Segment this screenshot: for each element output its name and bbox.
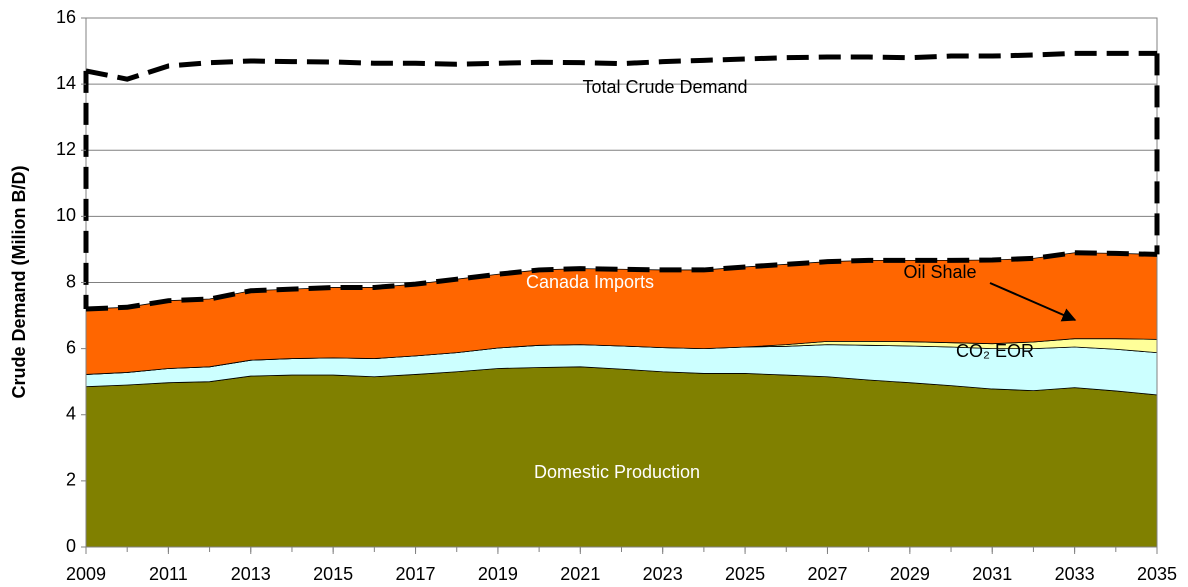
y-tick-label: 2 — [66, 470, 76, 490]
y-tick-label: 8 — [66, 271, 76, 291]
series-label: Domestic Production — [534, 462, 700, 482]
series-label: Canada Imports — [526, 272, 654, 292]
x-tick-label: 2021 — [560, 564, 600, 584]
y-axis-label: Crude Demand (Milion B/D) — [9, 165, 29, 398]
x-tick-label: 2023 — [643, 564, 683, 584]
series-label: Oil Shale — [903, 262, 976, 282]
x-tick-label: 2013 — [231, 564, 271, 584]
stack-top-outline — [85, 250, 1158, 312]
lines — [83, 50, 1160, 312]
x-tick-label: 2027 — [807, 564, 847, 584]
y-tick-label: 0 — [66, 536, 76, 556]
annotation-arrow — [989, 282, 1077, 322]
y-tick-label: 4 — [66, 404, 76, 424]
y-tick-label: 10 — [56, 205, 76, 225]
x-tick-label: 2017 — [396, 564, 436, 584]
x-tick-label: 2011 — [149, 564, 188, 584]
x-tick-label: 2029 — [890, 564, 930, 584]
series-label: Total Crude Demand — [582, 77, 747, 97]
series-labels: Domestic Production CO₂ EOR Oil Shale Canad… — [526, 77, 1034, 482]
x-tick-label: 2035 — [1137, 564, 1177, 584]
y-tick-label: 6 — [66, 337, 76, 357]
area — [85, 366, 1158, 548]
x-tick-label: 2015 — [313, 564, 353, 584]
x-tick-label: 2009 — [66, 564, 106, 584]
x-tick-label: 2019 — [478, 564, 518, 584]
areas — [85, 252, 1158, 548]
total-line — [85, 50, 1157, 82]
axes: 0 2 4 6 8 10 12 14 16 2009 2011 2013 2015 2017 2019 202… — [56, 7, 1177, 584]
x-tick-label: 2025 — [725, 564, 765, 584]
series-label: CO₂ EOR — [956, 341, 1034, 361]
x-tick-label: 2033 — [1055, 564, 1095, 584]
y-tick-label: 12 — [56, 139, 76, 159]
x-tick-label: 2031 — [972, 564, 1012, 584]
y-tick-label: 16 — [56, 7, 76, 27]
y-tick-label: 14 — [56, 73, 76, 93]
